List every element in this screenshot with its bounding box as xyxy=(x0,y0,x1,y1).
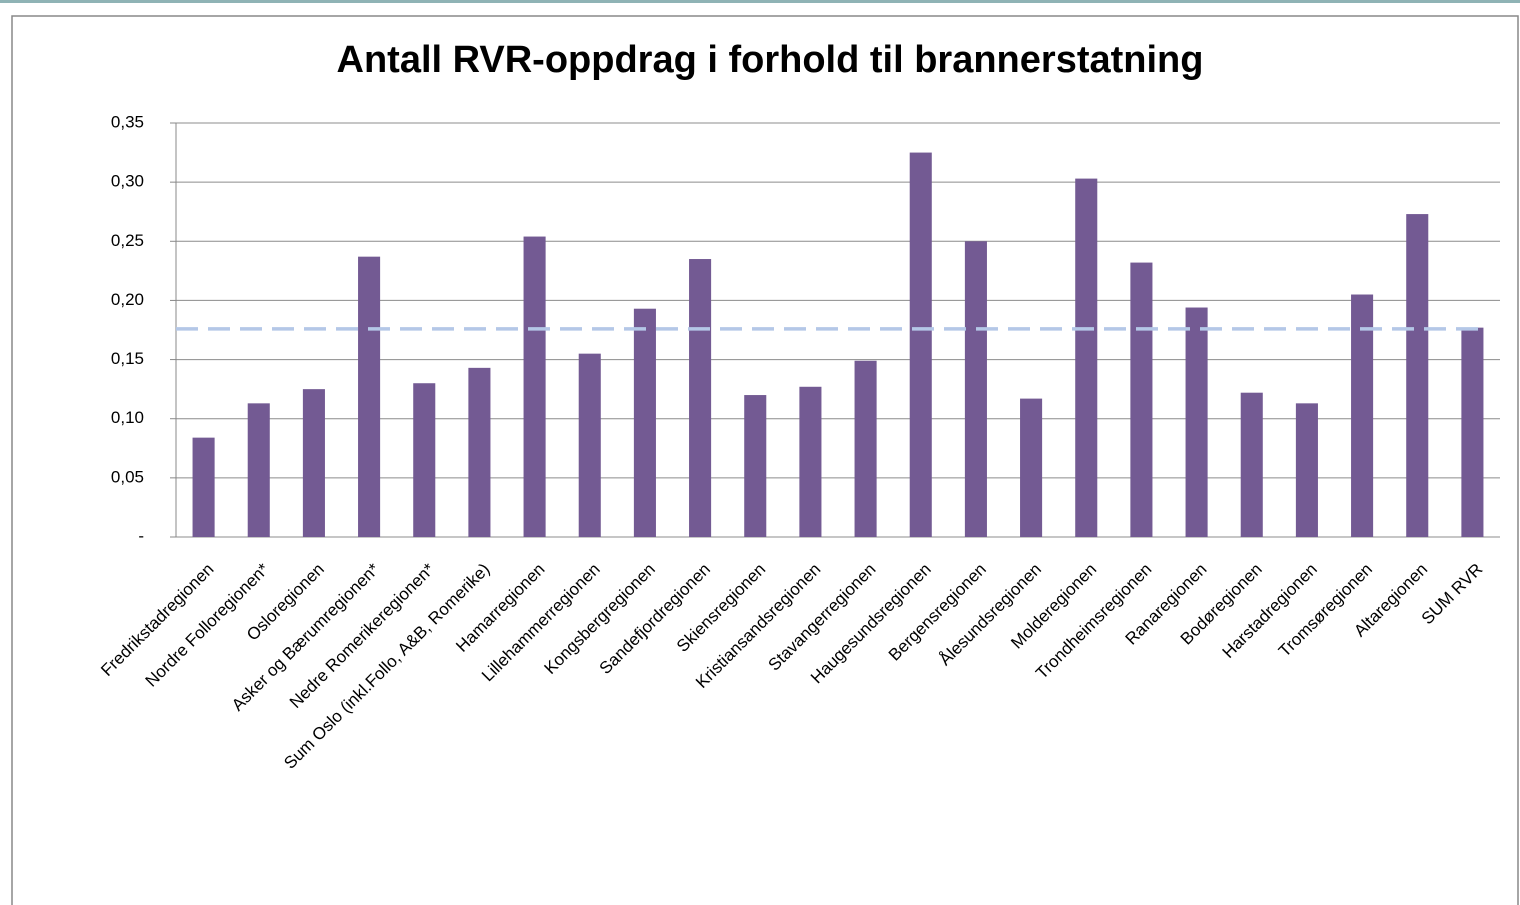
bar xyxy=(468,367,491,537)
bar xyxy=(247,403,270,537)
y-tick-label: 0,30 xyxy=(111,172,144,191)
bar xyxy=(358,256,381,537)
y-tick-label: 0,20 xyxy=(111,290,144,309)
bar xyxy=(1130,262,1153,537)
y-tick-label: - xyxy=(138,526,144,545)
bar xyxy=(964,241,987,538)
bar xyxy=(1075,178,1098,537)
y-tick-label: 0,05 xyxy=(111,467,144,486)
bar xyxy=(909,152,932,538)
bar xyxy=(1351,294,1374,537)
bar xyxy=(1461,327,1484,537)
bar xyxy=(413,383,436,537)
bar xyxy=(799,386,822,537)
y-tick-label: 0,15 xyxy=(111,349,144,368)
bar xyxy=(1406,214,1429,537)
bar xyxy=(523,236,546,537)
y-tick-label: 0,25 xyxy=(111,231,144,250)
bar xyxy=(633,308,656,537)
bar xyxy=(1295,403,1318,537)
bar xyxy=(578,353,601,537)
y-tick-label: 0,35 xyxy=(111,112,144,131)
y-tick-label: 0,10 xyxy=(111,408,144,427)
bar xyxy=(1240,392,1263,537)
bar xyxy=(1020,398,1043,537)
bar xyxy=(192,437,215,537)
bar xyxy=(744,395,767,537)
bar xyxy=(1185,307,1208,537)
bar xyxy=(854,360,877,537)
bar xyxy=(302,389,325,537)
bar xyxy=(689,259,712,537)
chart-title: Antall RVR-oppdrag i forhold til branner… xyxy=(337,39,1204,81)
top-edge xyxy=(0,0,1520,3)
